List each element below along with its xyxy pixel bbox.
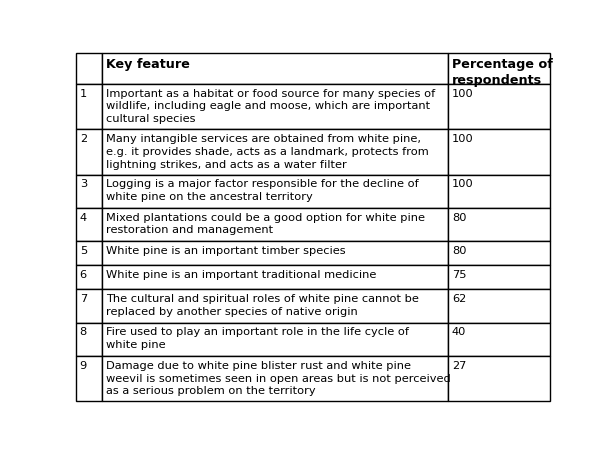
- Text: 80: 80: [452, 245, 466, 255]
- Text: 100: 100: [452, 134, 474, 144]
- Text: 4: 4: [79, 212, 87, 222]
- Text: White pine is an important timber species: White pine is an important timber specie…: [106, 245, 346, 255]
- Bar: [103, 54, 448, 85]
- Text: White pine is an important traditional medicine: White pine is an important traditional m…: [106, 270, 376, 280]
- Text: 100: 100: [452, 179, 474, 189]
- Bar: [448, 130, 550, 175]
- Text: 75: 75: [452, 270, 466, 280]
- Bar: [76, 290, 103, 323]
- Bar: [103, 208, 448, 242]
- Text: 7: 7: [79, 294, 87, 304]
- Text: 2: 2: [79, 134, 87, 144]
- Bar: [76, 208, 103, 242]
- Text: 100: 100: [452, 88, 474, 98]
- Bar: [76, 266, 103, 290]
- Bar: [448, 208, 550, 242]
- Bar: [448, 242, 550, 266]
- Bar: [103, 356, 448, 401]
- Bar: [103, 266, 448, 290]
- Bar: [448, 323, 550, 356]
- Text: 1: 1: [79, 88, 87, 98]
- Bar: [103, 323, 448, 356]
- Text: Important as a habitat or food source for many species of
wildlife, including ea: Important as a habitat or food source fo…: [106, 88, 436, 124]
- Bar: [103, 85, 448, 130]
- Bar: [76, 85, 103, 130]
- Text: 5: 5: [79, 245, 87, 255]
- Bar: [76, 54, 103, 85]
- Bar: [103, 130, 448, 175]
- Text: The cultural and spiritual roles of white pine cannot be
replaced by another spe: The cultural and spiritual roles of whit…: [106, 294, 419, 316]
- Bar: [103, 175, 448, 208]
- Text: 6: 6: [79, 270, 87, 280]
- Text: 40: 40: [452, 327, 466, 337]
- Bar: [448, 175, 550, 208]
- Bar: [448, 54, 550, 85]
- Bar: [76, 323, 103, 356]
- Bar: [448, 290, 550, 323]
- Text: Percentage of
respondents: Percentage of respondents: [452, 58, 553, 87]
- Text: 8: 8: [79, 327, 87, 337]
- Text: Many intangible services are obtained from white pine,
e.g. it provides shade, a: Many intangible services are obtained fr…: [106, 134, 429, 169]
- Text: 9: 9: [79, 360, 87, 370]
- Text: 27: 27: [452, 360, 466, 370]
- Bar: [103, 290, 448, 323]
- Bar: [448, 356, 550, 401]
- Bar: [76, 175, 103, 208]
- Bar: [103, 242, 448, 266]
- Bar: [448, 85, 550, 130]
- Text: Logging is a major factor responsible for the decline of
white pine on the ances: Logging is a major factor responsible fo…: [106, 179, 419, 202]
- Bar: [76, 356, 103, 401]
- Bar: [448, 266, 550, 290]
- Bar: [76, 130, 103, 175]
- Text: Damage due to white pine blister rust and white pine
weevil is sometimes seen in: Damage due to white pine blister rust an…: [106, 360, 451, 396]
- Bar: [76, 242, 103, 266]
- Text: Key feature: Key feature: [106, 58, 190, 70]
- Text: 80: 80: [452, 212, 466, 222]
- Text: 62: 62: [452, 294, 466, 304]
- Text: Mixed plantations could be a good option for white pine
restoration and manageme: Mixed plantations could be a good option…: [106, 212, 425, 235]
- Text: 3: 3: [79, 179, 87, 189]
- Text: Fire used to play an important role in the life cycle of
white pine: Fire used to play an important role in t…: [106, 327, 409, 350]
